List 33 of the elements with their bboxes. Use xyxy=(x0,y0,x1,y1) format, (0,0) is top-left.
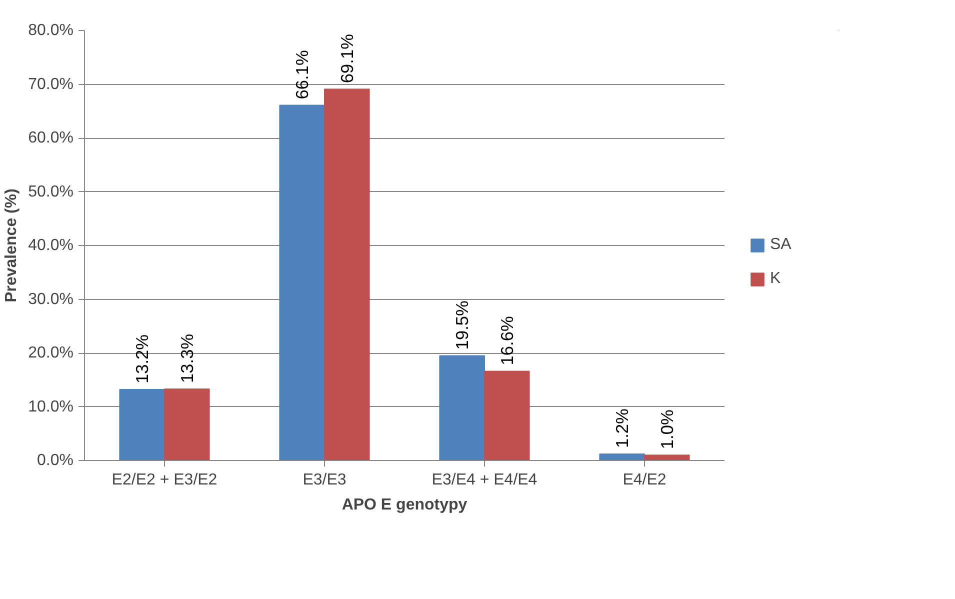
bar xyxy=(279,104,325,460)
y-tick-label: 40.0% xyxy=(28,237,74,254)
x-tick-label: E3/E3 xyxy=(302,472,346,488)
legend-label: SA xyxy=(770,236,792,254)
bar xyxy=(484,370,530,460)
x-axis-title: APO E genotypy xyxy=(342,496,468,514)
data-label: 19.5% xyxy=(452,300,472,350)
legend-label: K xyxy=(770,270,782,288)
data-label: 1.0% xyxy=(656,410,677,450)
x-tick-label: E2/E2 + E3/E2 xyxy=(112,472,218,488)
y-tick-label: 80.0% xyxy=(28,22,74,39)
data-label: 16.6% xyxy=(496,316,517,366)
bar xyxy=(164,388,210,460)
bar xyxy=(599,454,645,460)
bar xyxy=(644,454,690,460)
y-axis-title: Prevalence (%) xyxy=(3,188,20,302)
data-label: 13.2% xyxy=(132,334,152,384)
y-tick-label: 60.0% xyxy=(28,130,74,146)
bar xyxy=(119,389,165,460)
data-label: 66.1% xyxy=(292,50,312,100)
y-tick-label: 0.0% xyxy=(37,452,74,469)
y-tick-label: 20.0% xyxy=(28,344,74,362)
y-tick-label: 10.0% xyxy=(28,398,74,416)
data-label: 1.2% xyxy=(612,408,632,448)
x-tick-label: E3/E4 + E4/E4 xyxy=(432,472,538,488)
data-label: 69.1% xyxy=(336,34,357,84)
bar xyxy=(439,355,485,460)
data-label: 13.3% xyxy=(176,334,197,384)
bar xyxy=(324,88,370,460)
x-tick-label: E4/E2 xyxy=(622,472,666,488)
y-tick-label: 30.0% xyxy=(28,290,74,308)
y-tick-label: 50.0% xyxy=(28,183,74,200)
y-tick-label: 70.0% xyxy=(28,76,74,93)
